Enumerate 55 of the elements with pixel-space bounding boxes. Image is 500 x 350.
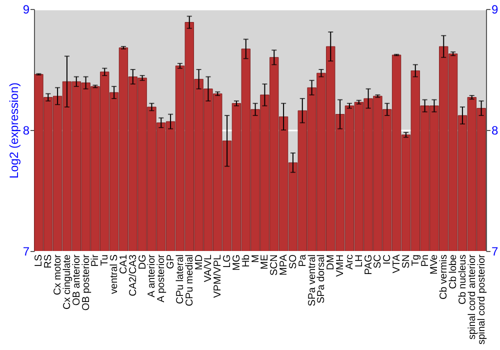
x-tick-label: Cb nucleus — [457, 254, 468, 305]
x-tick-label: CA1 — [118, 254, 130, 274]
x-tick-label: A posterior — [156, 254, 168, 302]
x-tick-label: SPa dorsal — [316, 254, 328, 304]
x-tick-label: OB posterior — [80, 254, 92, 311]
x-tick-label: SCN — [269, 254, 280, 276]
x-tick-label: Pn — [420, 254, 431, 267]
x-tick-label: GP — [166, 254, 177, 269]
x-tick-label: CPu medial — [184, 254, 196, 306]
x-tick-label: Cx cingulate — [62, 254, 73, 310]
x-tick-label: Pir — [90, 254, 102, 267]
y2-tick-label: 9 — [492, 2, 498, 16]
x-tick-label: LH — [354, 254, 365, 268]
x-tick-label: CA2/CA3 — [128, 254, 139, 296]
y2-tick-label: 7 — [492, 244, 498, 258]
x-tick-label: VTA — [392, 254, 403, 274]
x-tick-label: Cb vermis — [438, 254, 450, 300]
y-tick-label: 9 — [22, 2, 30, 16]
x-tick-label: SC — [372, 254, 384, 268]
x-tick-label: Hb — [240, 254, 252, 268]
x-tick-label: spinal cord anterior — [466, 254, 478, 340]
x-tick-label: LS — [34, 254, 45, 267]
x-tick-label: Arc — [344, 254, 356, 270]
x-tick-label: SN — [400, 254, 412, 268]
x-tick-label: SPa ventral — [306, 254, 318, 306]
x-tick-label: Cb lobe — [448, 254, 460, 289]
x-tick-label: Tg — [410, 254, 422, 266]
x-tick-label: spinal cord posterior — [476, 254, 488, 345]
x-tick-label: LG — [222, 254, 234, 268]
x-tick-label: PAG — [363, 254, 374, 275]
x-tick-label: DM — [326, 254, 337, 270]
x-tick-label: VMH — [335, 254, 346, 277]
x-tick-label: Tu — [100, 254, 111, 266]
x-tick-label: ME — [260, 254, 271, 270]
x-tick-label: IC — [382, 254, 394, 264]
x-tick-label: RS — [43, 254, 54, 268]
x-tick-label: VPM/VPL — [212, 254, 224, 298]
x-tick-label: SO — [288, 254, 299, 269]
x-tick-label: VA/VL — [203, 254, 214, 282]
x-tick-label: A anterior — [146, 254, 158, 298]
x-tick-label: MVe — [429, 254, 440, 275]
y-tick-label: 8 — [22, 124, 30, 138]
x-tick-label: OB anterior — [71, 254, 82, 306]
x-tick-label: MPA — [278, 254, 290, 276]
y-axis-title: Log2 (expression) — [6, 82, 21, 179]
x-tick-label: ventral S — [109, 254, 120, 294]
x-tick-label: M — [250, 254, 262, 263]
x-tick-label: Cx motor — [52, 254, 64, 296]
y-tick-label: 7 — [22, 244, 30, 258]
y2-tick-label: 8 — [492, 124, 498, 138]
x-tick-label: MD — [194, 254, 205, 270]
x-tick-label: Pa — [297, 254, 308, 267]
x-tick-label: CPu lateral — [174, 254, 186, 304]
x-tick-label: MG — [231, 254, 242, 271]
x-tick-label: DG — [137, 254, 148, 270]
